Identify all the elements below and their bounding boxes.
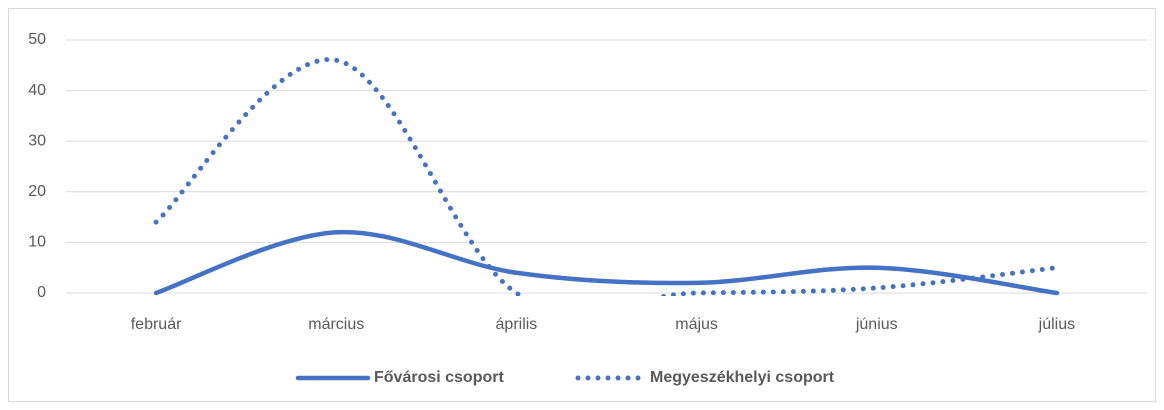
x-tick-label: július (1038, 316, 1075, 333)
y-tick-label: 10 (28, 234, 46, 251)
legend-label: Fővárosi csoport (374, 369, 504, 386)
chart-border (8, 8, 1156, 402)
legend-label: Megyeszékhelyi csoport (650, 369, 835, 386)
x-tick-label: március (308, 316, 364, 333)
y-tick-label: 40 (28, 82, 46, 99)
x-tick-label: február (131, 316, 182, 333)
x-tick-label: május (675, 316, 718, 333)
y-tick-label: 0 (37, 284, 46, 301)
x-tick-label: június (855, 316, 898, 333)
y-tick-label: 50 (28, 31, 46, 48)
series-line (153, 229, 1060, 296)
y-tick-label: 30 (28, 132, 46, 149)
x-tick-label: április (496, 316, 538, 333)
y-tick-label: 20 (28, 183, 46, 200)
series-line (153, 57, 1060, 296)
